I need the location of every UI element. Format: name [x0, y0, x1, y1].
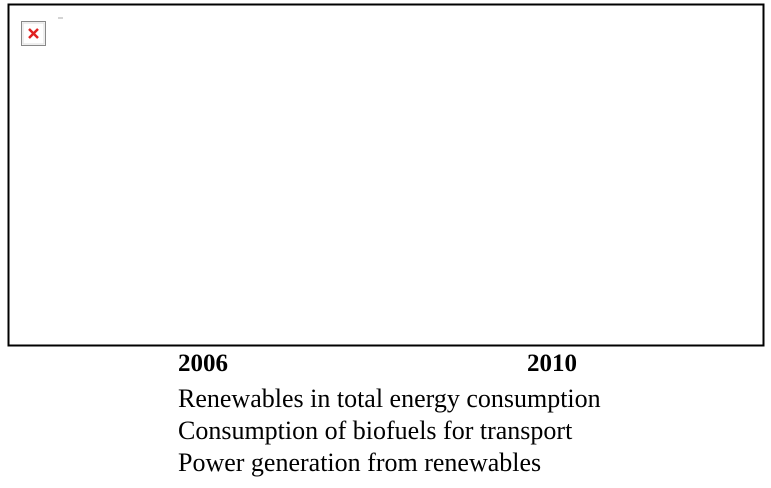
item-label: Power generation from renewables [178, 448, 541, 477]
image-frame [7, 3, 765, 347]
broken-image-icon [21, 17, 63, 46]
year-heading: 2010 [527, 350, 577, 377]
year-heading: 2006 [178, 350, 228, 377]
item-label: Consumption of biofuels for transport [178, 416, 573, 445]
item-label: Renewables in total energy consumption [178, 384, 601, 413]
